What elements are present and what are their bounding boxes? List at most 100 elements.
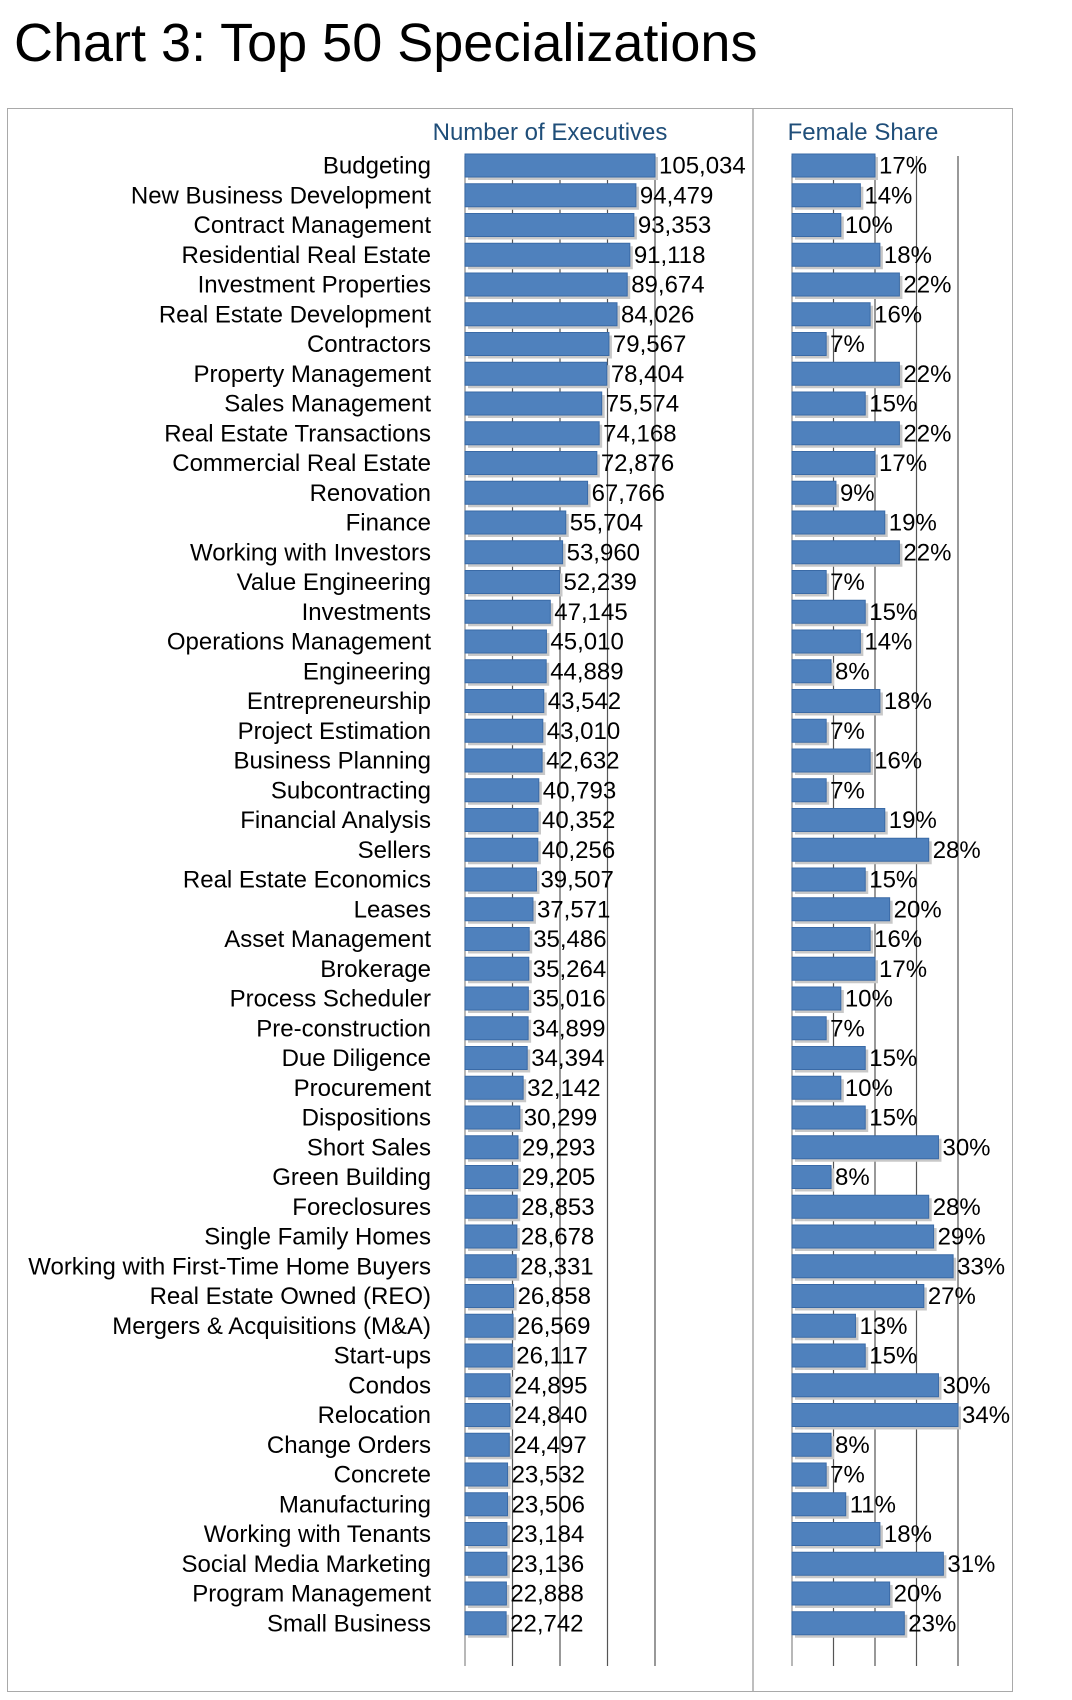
female-share-bar bbox=[791, 1254, 954, 1279]
executives-value-label: 23,136 bbox=[511, 1551, 584, 1578]
executives-bar bbox=[464, 540, 564, 565]
executives-bar bbox=[464, 718, 544, 743]
female-share-bar bbox=[791, 480, 837, 505]
executives-bar bbox=[464, 1432, 510, 1457]
female-share-bar bbox=[791, 1611, 905, 1636]
executives-value-label: 44,889 bbox=[550, 658, 623, 685]
female-share-bar bbox=[791, 1313, 856, 1338]
executives-bar bbox=[464, 897, 534, 922]
executives-bar bbox=[464, 748, 543, 773]
female-share-value-label: 13% bbox=[859, 1313, 907, 1340]
executives-value-label: 39,507 bbox=[540, 867, 613, 894]
category-label: Condos bbox=[348, 1372, 431, 1399]
category-label: Financial Analysis bbox=[240, 807, 431, 834]
category-label: Due Diligence bbox=[282, 1045, 431, 1072]
executives-value-label: 105,034 bbox=[659, 153, 746, 180]
executives-bar bbox=[464, 689, 545, 713]
category-label: Social Media Marketing bbox=[182, 1551, 431, 1578]
female-share-chart-title: Female Share bbox=[788, 119, 939, 146]
female-share-value-label: 17% bbox=[879, 956, 927, 983]
category-label: Business Planning bbox=[234, 748, 431, 775]
executives-value-label: 75,574 bbox=[606, 391, 679, 418]
category-label: Concrete bbox=[334, 1462, 431, 1489]
executives-bar bbox=[464, 480, 589, 505]
female-share-bar bbox=[791, 808, 886, 832]
female-share-value-label: 10% bbox=[845, 212, 893, 239]
female-share-value-label: 10% bbox=[845, 986, 893, 1013]
category-label: Contract Management bbox=[194, 212, 432, 239]
female-share-bar bbox=[791, 302, 871, 327]
female-share-value-label: 18% bbox=[884, 1521, 932, 1548]
executives-bar bbox=[464, 1135, 519, 1160]
category-label: Start-ups bbox=[334, 1343, 431, 1370]
female-share-value-label: 8% bbox=[835, 658, 870, 685]
category-label: Program Management bbox=[192, 1581, 431, 1608]
female-share-bar bbox=[791, 391, 866, 416]
female-share-bar bbox=[791, 451, 876, 475]
executives-value-label: 35,016 bbox=[532, 986, 605, 1013]
executives-bar bbox=[464, 1075, 524, 1100]
executives-bar bbox=[464, 1611, 507, 1636]
female-share-value-label: 7% bbox=[830, 718, 865, 745]
female-share-bar bbox=[791, 659, 832, 684]
executives-value-label: 28,853 bbox=[521, 1194, 594, 1221]
executives-bar bbox=[464, 927, 530, 951]
female-share-value-label: 15% bbox=[869, 391, 917, 418]
executives-value-label: 32,142 bbox=[527, 1075, 600, 1102]
executives-bar bbox=[464, 242, 631, 267]
executives-bar bbox=[464, 1313, 514, 1338]
female-share-bar bbox=[791, 1462, 827, 1487]
category-label: Residential Real Estate bbox=[182, 242, 431, 269]
female-share-bar bbox=[791, 1373, 939, 1398]
executives-value-label: 84,026 bbox=[621, 301, 694, 328]
female-share-bar bbox=[791, 510, 886, 535]
female-share-bar bbox=[791, 1105, 866, 1130]
female-share-bar bbox=[791, 1075, 842, 1100]
executives-bar bbox=[464, 1046, 528, 1070]
female-share-value-label: 15% bbox=[869, 1105, 917, 1132]
category-label: Renovation bbox=[310, 480, 431, 507]
female-share-value-label: 19% bbox=[889, 807, 937, 834]
executives-bar bbox=[464, 153, 656, 178]
category-label: Property Management bbox=[194, 361, 432, 388]
female-share-value-label: 14% bbox=[864, 629, 912, 656]
executives-bar bbox=[464, 837, 539, 862]
female-share-bar bbox=[791, 867, 866, 892]
female-share-bar bbox=[791, 1343, 866, 1368]
executives-value-label: 37,571 bbox=[537, 896, 610, 923]
executives-value-label: 26,117 bbox=[516, 1343, 588, 1370]
category-label: Value Engineering bbox=[237, 569, 431, 596]
female-share-bar bbox=[791, 956, 876, 981]
category-label: Commercial Real Estate bbox=[172, 450, 431, 477]
executives-bar bbox=[464, 1403, 511, 1427]
executives-bar bbox=[464, 1522, 508, 1546]
female-share-value-label: 18% bbox=[884, 688, 932, 715]
executives-bar bbox=[464, 183, 637, 208]
category-label: Brokerage bbox=[320, 956, 431, 983]
female-share-bar bbox=[791, 1492, 847, 1517]
female-share-value-label: 8% bbox=[835, 1432, 870, 1459]
female-share-bar bbox=[791, 629, 861, 654]
category-label: Change Orders bbox=[267, 1432, 431, 1459]
category-label: Budgeting bbox=[323, 153, 431, 180]
category-label: Single Family Homes bbox=[204, 1224, 431, 1251]
female-share-bar bbox=[791, 361, 900, 386]
executives-value-label: 24,840 bbox=[514, 1402, 587, 1429]
female-share-bar bbox=[791, 1016, 827, 1041]
female-share-bar bbox=[791, 927, 871, 951]
female-share-bar bbox=[791, 689, 881, 713]
executives-bar bbox=[464, 451, 598, 475]
executives-value-label: 28,678 bbox=[521, 1224, 594, 1251]
female-share-bar bbox=[791, 1284, 925, 1308]
female-share-bar bbox=[791, 332, 827, 356]
executives-bar bbox=[464, 1254, 517, 1279]
female-share-value-label: 33% bbox=[957, 1253, 1005, 1280]
female-share-value-label: 23% bbox=[908, 1610, 956, 1637]
female-share-bar bbox=[791, 1135, 939, 1160]
executives-chart-title: Number of Executives bbox=[433, 119, 668, 146]
executives-bar bbox=[464, 510, 567, 535]
category-label: Relocation bbox=[318, 1402, 431, 1429]
executives-bar bbox=[464, 391, 603, 416]
executives-value-label: 42,632 bbox=[546, 748, 619, 775]
